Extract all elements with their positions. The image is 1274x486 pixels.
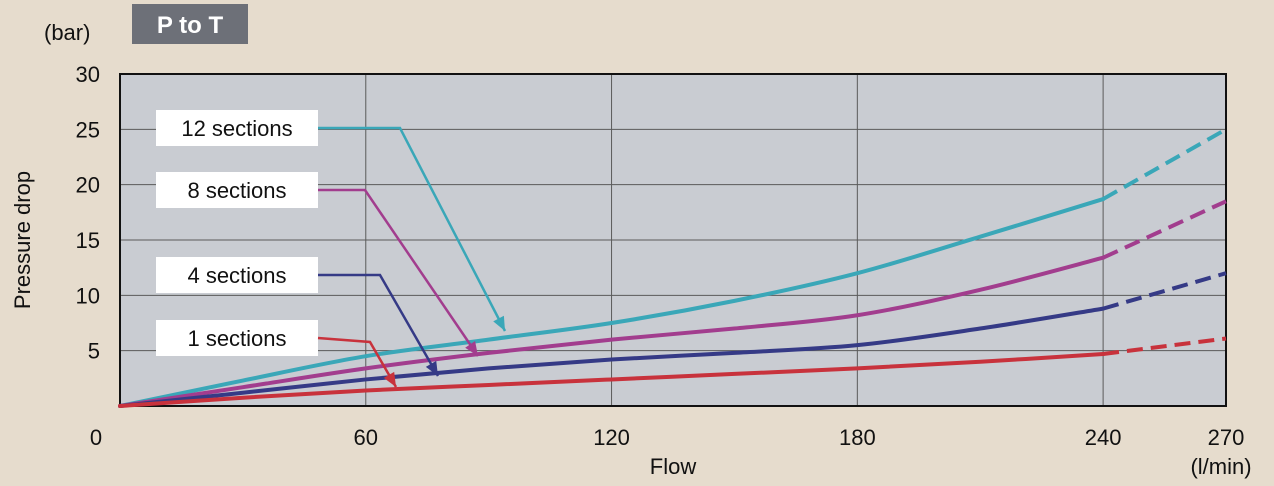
callout-label-8-sections: 8 sections bbox=[187, 178, 286, 203]
y-tick-label: 10 bbox=[76, 283, 100, 308]
callout-label-4-sections: 4 sections bbox=[187, 263, 286, 288]
callout-leader-8-sections bbox=[318, 188, 480, 357]
callout-label-12-sections: 12 sections bbox=[181, 116, 292, 141]
y-axis-title: Pressure drop bbox=[10, 171, 35, 309]
y-tick-label: 15 bbox=[76, 228, 100, 253]
callout-leader-4-sections bbox=[318, 273, 440, 377]
series-line-8-sections bbox=[118, 255, 1106, 408]
title-badge bbox=[132, 4, 248, 44]
series-line-1-sections bbox=[118, 351, 1106, 408]
callout-box-12-sections bbox=[156, 110, 318, 146]
series-extension-4-sections bbox=[1102, 271, 1227, 311]
callout-leader-1-sections bbox=[317, 336, 398, 388]
callout-arrowhead-8-sections bbox=[465, 341, 478, 356]
callout-arrowhead-1-sections bbox=[383, 371, 396, 387]
callout-arrowhead-4-sections bbox=[425, 360, 438, 376]
y-tick-label: 5 bbox=[88, 339, 100, 364]
series-line-4-sections bbox=[118, 306, 1106, 408]
x-axis-title: Flow bbox=[650, 454, 697, 479]
y-tick-label: 20 bbox=[76, 173, 100, 198]
x-tick-label: 60 bbox=[354, 425, 378, 450]
y-unit-label: (bar) bbox=[44, 20, 90, 45]
y-tick-label: 30 bbox=[76, 62, 100, 87]
y-tick-label: 25 bbox=[76, 117, 100, 142]
callout-leader-12-sections bbox=[318, 126, 507, 332]
x-tick-label: 270 bbox=[1208, 425, 1245, 450]
series-line-12-sections bbox=[118, 197, 1106, 408]
series-extension-1-sections bbox=[1102, 336, 1227, 356]
x-tick-label: 120 bbox=[593, 425, 630, 450]
x-tick-label: 180 bbox=[839, 425, 876, 450]
callout-box-4-sections bbox=[156, 257, 318, 293]
callout-box-8-sections bbox=[156, 172, 318, 208]
callout-box-1-sections bbox=[156, 320, 318, 356]
x-tick-label: 0 bbox=[90, 425, 102, 450]
chart-title: P to T bbox=[157, 12, 224, 39]
plot-frame bbox=[119, 73, 1227, 407]
x-unit-label: (l/min) bbox=[1190, 454, 1251, 479]
callout-label-1-sections: 1 sections bbox=[187, 326, 286, 351]
callout-arrowhead-12-sections bbox=[493, 315, 505, 331]
x-tick-label: 240 bbox=[1085, 425, 1122, 450]
